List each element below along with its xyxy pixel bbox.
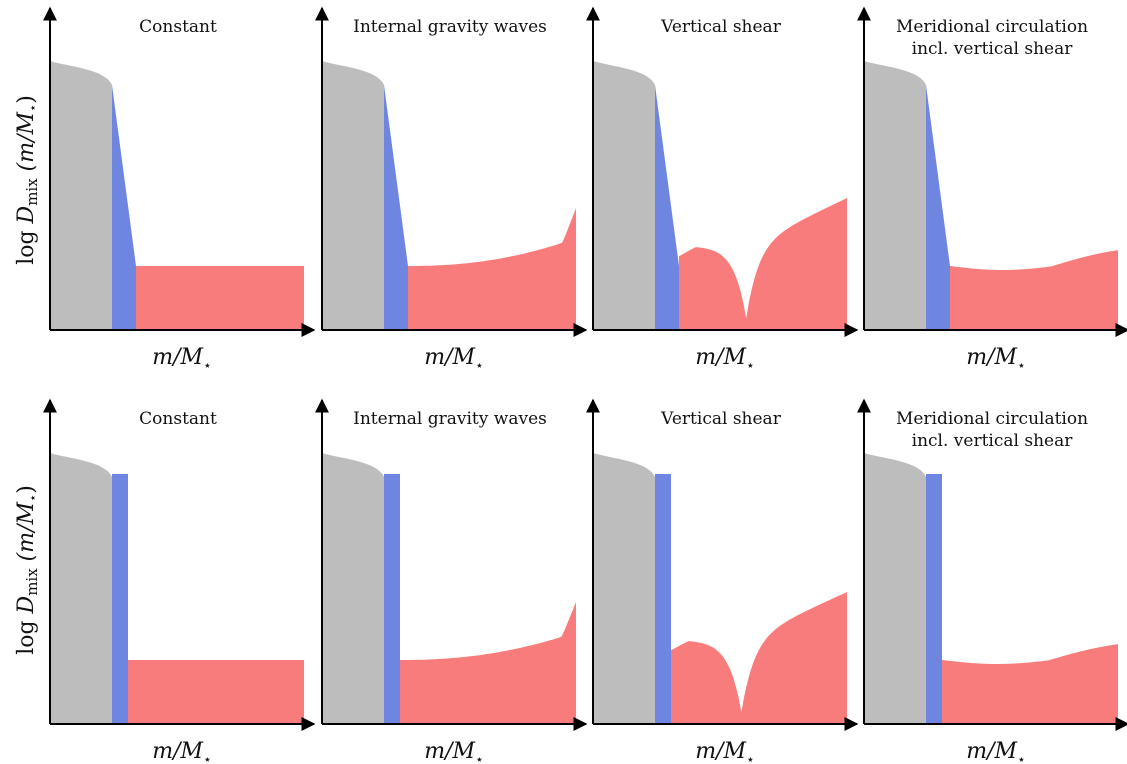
panel-title: Constant (139, 409, 217, 429)
x-axis-label: m/M⋆ (152, 345, 212, 374)
panel-title: Vertical shear (660, 17, 782, 37)
x-axis-label: m/M⋆ (695, 345, 755, 374)
panel-title: Vertical shear (660, 409, 782, 429)
convective-core-region (50, 453, 112, 724)
panel-r1-c3: Vertical shear m/M⋆ (586, 6, 859, 374)
convective-core-region (322, 61, 384, 330)
x-axis-label: m/M⋆ (424, 739, 484, 764)
panel-title: Constant (139, 17, 217, 37)
convective-core-region (322, 453, 384, 724)
envelope-mixing-region (136, 266, 304, 330)
panel-title: incl. vertical shear (912, 39, 1074, 59)
x-axis-label: m/M⋆ (152, 739, 212, 764)
x-axis-label: m/M⋆ (966, 739, 1026, 764)
envelope-mixing-region (679, 198, 847, 330)
y-axis-label-row-2: log Dmix (m/M⋆) (14, 485, 41, 655)
x-axis-label: m/M⋆ (424, 345, 484, 374)
overshoot-region (384, 85, 408, 330)
envelope-mixing-region (671, 592, 847, 724)
panel-r1-c2: Internal gravity waves m/M⋆ (315, 6, 588, 374)
overshoot-region (655, 474, 671, 724)
convective-core-region (593, 61, 655, 330)
panel-r2-c2: Internal gravity waves m/M⋆ (315, 398, 588, 764)
y-axis-label-row-1: log Dmix (m/M⋆) (14, 95, 41, 265)
envelope-mixing-region (400, 602, 576, 724)
x-axis-label: m/M⋆ (966, 345, 1026, 374)
overshoot-region (384, 474, 400, 724)
panel-title: Meridional circulation (896, 409, 1088, 429)
overshoot-region (926, 474, 942, 724)
convective-core-region (864, 453, 926, 724)
overshoot-region (655, 85, 679, 330)
x-axis-label: m/M⋆ (695, 739, 755, 764)
envelope-mixing-region (128, 660, 304, 724)
overshoot-region (926, 85, 950, 330)
convective-core-region (864, 61, 926, 330)
panel-title: Internal gravity waves (353, 17, 547, 37)
panel-title: incl. vertical shear (912, 431, 1074, 451)
panel-r2-c3: Vertical shear m/M⋆ (586, 398, 859, 764)
overshoot-region (112, 474, 128, 724)
panel-title: Meridional circulation (896, 17, 1088, 37)
overshoot-region (112, 85, 136, 330)
convective-core-region (593, 453, 655, 724)
panel-title: Internal gravity waves (353, 409, 547, 429)
envelope-mixing-region (950, 250, 1118, 330)
convective-core-region (50, 61, 112, 330)
panel-r2-c1: Constant m/M⋆ (43, 398, 316, 764)
panel-r1-c1: Constant m/M⋆ (43, 6, 316, 374)
envelope-mixing-region (408, 208, 576, 330)
envelope-mixing-region (942, 644, 1118, 724)
